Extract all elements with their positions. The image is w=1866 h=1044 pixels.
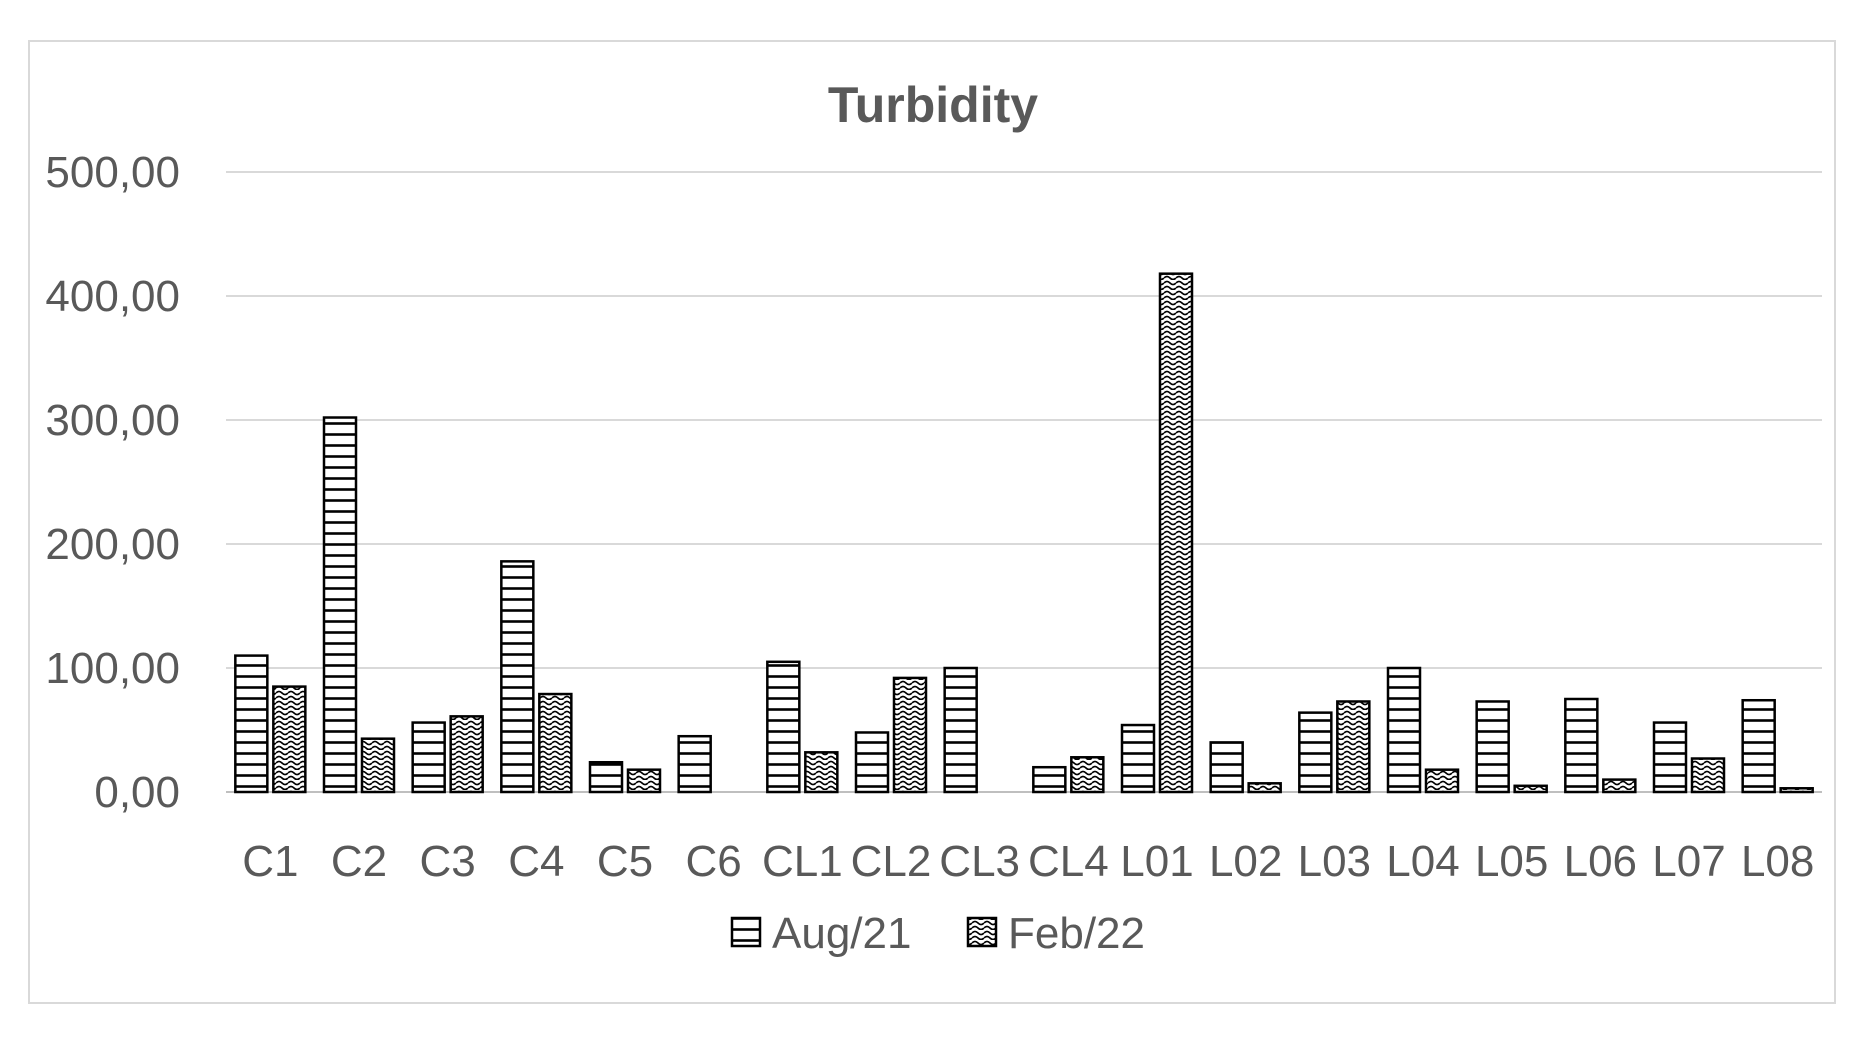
- y-tick-label: 400,00: [45, 272, 180, 321]
- bar-Aug-21-C1: [234, 654, 269, 794]
- bars: [234, 272, 1814, 794]
- bar-Feb-22-C3: [449, 715, 484, 794]
- bar-Aug-21-L02: [1209, 741, 1244, 794]
- gridlines: [226, 171, 1822, 793]
- bar-Aug-21-CL4: [1032, 765, 1067, 794]
- x-tick-label: CL2: [851, 837, 932, 886]
- bar-Feb-22-CL1: [804, 751, 839, 794]
- bar-Feb-22-L05: [1513, 784, 1548, 794]
- x-tick-label: C1: [242, 837, 298, 886]
- bar-Feb-22-L06: [1602, 778, 1637, 794]
- bar-Feb-22-C5: [626, 768, 662, 794]
- x-axis-categories: C1 C2 C3 C4 C5 C6 CL1 CL2 CL3 CL4 L01 L02 L03 L04 L05 L…: [242, 837, 1814, 886]
- bar-Aug-21-L08: [1741, 698, 1776, 794]
- legend-swatch-Feb-22: [966, 916, 998, 948]
- x-tick-label: L05: [1475, 837, 1548, 886]
- chart-title: Turbidity: [828, 77, 1038, 133]
- y-tick-label: 0,00: [94, 768, 180, 817]
- bar-Aug-21-L05: [1475, 700, 1510, 794]
- y-tick-label: 300,00: [45, 396, 180, 445]
- bar-Aug-21-C4: [500, 560, 535, 794]
- legend-swatch-Aug-21: [730, 916, 762, 948]
- x-tick-label: CL1: [762, 837, 843, 886]
- legend: Aug/21 Feb/22: [730, 909, 1145, 958]
- bar-Aug-21-CL2: [854, 731, 890, 794]
- bar-Aug-21-CL3: [943, 666, 978, 794]
- x-tick-label: L04: [1386, 837, 1459, 886]
- bar-Aug-21-C6: [677, 734, 712, 794]
- bar-Feb-22-L03: [1336, 700, 1371, 794]
- x-tick-label: C4: [508, 837, 564, 886]
- bar-Aug-21-C2: [322, 416, 358, 794]
- x-tick-label: L02: [1209, 837, 1282, 886]
- x-tick-label: L03: [1298, 837, 1371, 886]
- bar-Feb-22-C1: [272, 685, 307, 794]
- bar-Feb-22-L08: [1779, 787, 1814, 794]
- bar-Aug-21-CL1: [766, 660, 801, 794]
- x-tick-label: L01: [1120, 837, 1193, 886]
- x-tick-label: CL4: [1028, 837, 1109, 886]
- bar-Aug-21-C3: [411, 721, 446, 794]
- bar-Feb-22-CL2: [892, 676, 928, 794]
- x-tick-label: CL3: [939, 837, 1020, 886]
- bar-Aug-21-L07: [1652, 721, 1688, 794]
- bar-Feb-22-C2: [360, 737, 396, 794]
- x-tick-label: L06: [1564, 837, 1637, 886]
- legend-label-Feb-22: Feb/22: [1008, 909, 1145, 958]
- bar-Feb-22-C4: [538, 692, 573, 794]
- x-tick-label: C6: [686, 837, 742, 886]
- x-tick-label: C3: [420, 837, 476, 886]
- bar-Feb-22-L04: [1424, 768, 1460, 794]
- bar-Aug-21-L04: [1386, 666, 1422, 794]
- bar-Aug-21-L03: [1298, 711, 1333, 794]
- x-tick-label: L08: [1741, 837, 1814, 886]
- legend-label-Aug-21: Aug/21: [772, 909, 911, 958]
- y-axis-ticks: 0,00 100,00 200,00 300,00 400,00 500,00: [45, 148, 180, 817]
- bar-Feb-22-CL4: [1070, 756, 1105, 794]
- x-tick-label: C5: [597, 837, 653, 886]
- y-tick-label: 100,00: [45, 644, 180, 693]
- bar-Aug-21-L06: [1564, 697, 1599, 794]
- y-tick-label: 200,00: [45, 520, 180, 569]
- x-tick-label: L07: [1652, 837, 1725, 886]
- bar-Feb-22-L01: [1158, 272, 1194, 794]
- y-tick-label: 500,00: [45, 148, 180, 197]
- bar-Feb-22-L02: [1247, 782, 1282, 794]
- x-tick-label: C2: [331, 837, 387, 886]
- bar-Aug-21-C5: [588, 760, 624, 794]
- bar-Feb-22-L07: [1690, 757, 1726, 794]
- bar-Aug-21-L01: [1120, 723, 1156, 794]
